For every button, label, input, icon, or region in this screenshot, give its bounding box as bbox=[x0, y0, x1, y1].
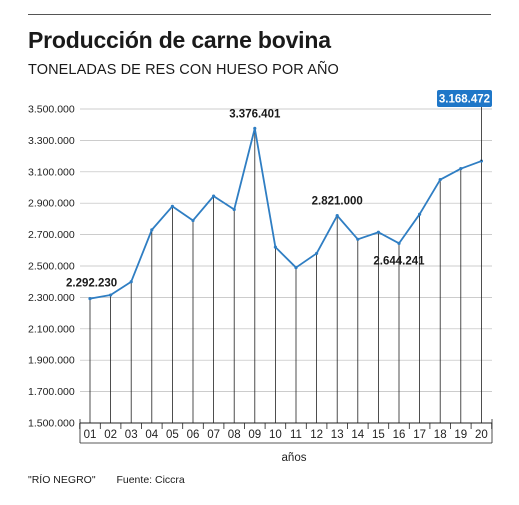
y-tick-label: 2.700.000 bbox=[28, 229, 75, 241]
publisher-credit: "RÍO NEGRO" bbox=[28, 474, 96, 486]
x-tick-label: 12 bbox=[310, 429, 323, 441]
data-point bbox=[273, 245, 277, 249]
y-tick-label: 3.300.000 bbox=[28, 135, 75, 147]
x-tick-label: 01 bbox=[84, 429, 97, 441]
data-label: 3.376.401 bbox=[229, 108, 281, 120]
data-point bbox=[294, 265, 298, 270]
data-point bbox=[356, 237, 360, 241]
x-tick-label: 02 bbox=[104, 429, 117, 441]
data-point bbox=[109, 293, 113, 297]
y-tick-label: 3.500.000 bbox=[28, 104, 75, 116]
x-tick-label: 15 bbox=[372, 429, 385, 441]
y-tick-label: 3.100.000 bbox=[28, 166, 75, 178]
footer: "RÍO NEGRO" Fuente: Ciccra bbox=[28, 474, 203, 486]
data-point bbox=[376, 230, 380, 234]
x-tick-label: 19 bbox=[454, 429, 467, 441]
source-credit: Fuente: Ciccra bbox=[116, 474, 185, 486]
x-tick-label: 14 bbox=[351, 429, 364, 441]
x-tick-label: 06 bbox=[187, 429, 200, 441]
data-point bbox=[418, 212, 422, 216]
data-point bbox=[232, 207, 236, 212]
x-tick-label: 05 bbox=[166, 429, 179, 441]
data-point bbox=[88, 297, 92, 301]
y-tick-label: 2.300.000 bbox=[28, 292, 75, 304]
top-rule bbox=[28, 14, 491, 15]
x-tick-label: 09 bbox=[248, 429, 261, 441]
chart-title: Producción de carne bovina bbox=[28, 27, 331, 53]
x-tick-label: 11 bbox=[290, 429, 302, 441]
data-point bbox=[459, 167, 463, 171]
series-line bbox=[89, 127, 482, 300]
x-tick-label: 17 bbox=[413, 429, 426, 441]
x-tick-label: 13 bbox=[331, 429, 344, 441]
data-point bbox=[438, 178, 442, 182]
data-label: 2.292.230 bbox=[66, 278, 117, 290]
x-tick-label: 20 bbox=[475, 429, 488, 441]
x-tick-label: 10 bbox=[269, 429, 282, 441]
data-point bbox=[191, 218, 195, 223]
data-point bbox=[129, 280, 133, 284]
highlight-box bbox=[437, 90, 492, 107]
x-axis-label: años bbox=[282, 452, 307, 464]
y-tick-label: 1.700.000 bbox=[28, 386, 75, 398]
data-point bbox=[212, 194, 216, 198]
x-tick-label: 04 bbox=[145, 429, 158, 441]
data-point bbox=[150, 228, 154, 232]
y-tick-label: 2.900.000 bbox=[28, 198, 75, 210]
x-tick-label: 18 bbox=[434, 429, 447, 441]
chart-subtitle: TONELADAS DE RES CON HUESO POR AÑO bbox=[28, 62, 339, 78]
data-point bbox=[315, 251, 319, 256]
x-tick-label: 16 bbox=[393, 429, 406, 441]
data-label: 2.821.000 bbox=[312, 196, 363, 208]
x-tick-label: 03 bbox=[125, 429, 138, 441]
data-label: 3.168.472 bbox=[439, 94, 490, 106]
y-tick-label: 2.100.000 bbox=[28, 323, 75, 335]
y-tick-label: 1.500.000 bbox=[28, 418, 75, 430]
data-point bbox=[170, 204, 174, 208]
y-tick-label: 2.500.000 bbox=[28, 261, 75, 273]
data-point bbox=[397, 241, 401, 245]
data-point bbox=[253, 126, 257, 131]
data-point bbox=[335, 214, 339, 218]
x-tick-label: 08 bbox=[228, 429, 241, 441]
x-tick-label: 07 bbox=[207, 429, 220, 441]
data-label: 2.644.241 bbox=[373, 255, 425, 267]
y-tick-label: 1.900.000 bbox=[28, 355, 75, 367]
